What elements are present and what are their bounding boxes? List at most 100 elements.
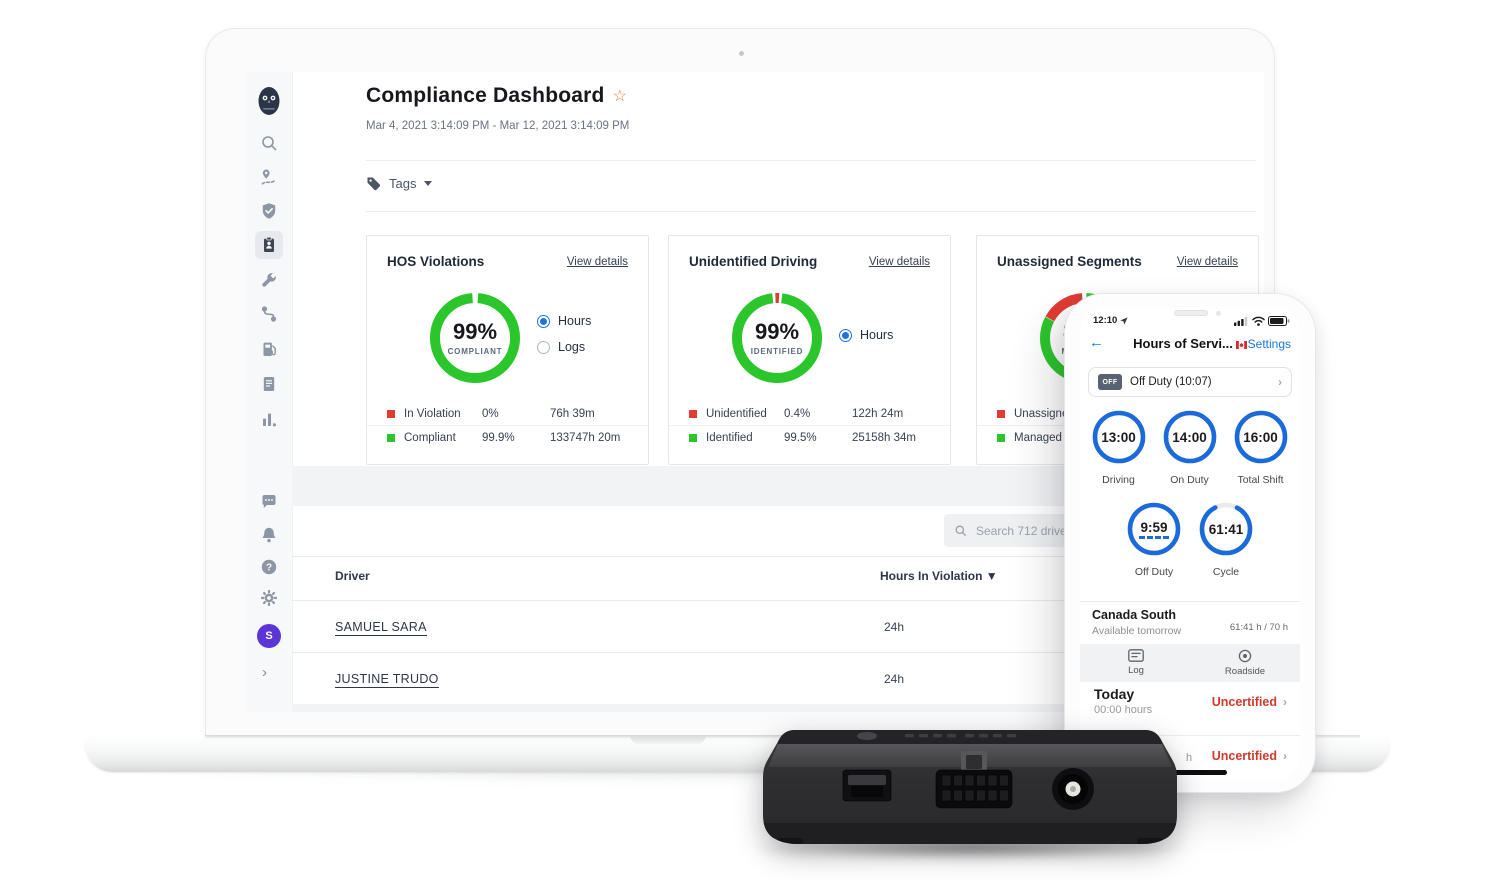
view-details-link[interactable]: View details (566, 256, 628, 268)
cycle-hours: 61:41 h / 70 h (1229, 622, 1288, 633)
location-arrow-icon (1120, 316, 1128, 325)
date-range[interactable]: Mar 4, 2021 3:14:09 PM - Mar 12, 2021 3:… (366, 120, 630, 132)
donut-percent: 99% (754, 318, 800, 344)
legend-row: Unidentified 0.4% 122h 24m (669, 402, 950, 425)
radio-icon[interactable] (537, 340, 550, 354)
route-pins-icon[interactable] (260, 305, 278, 323)
antenna-connector (1052, 768, 1094, 810)
phone-screen: 12:10 ← Hour (1080, 307, 1300, 781)
gauge-off-duty: 9:59 Off Duty (1118, 501, 1190, 578)
legend: In Violation 0% 76h 39m Compliant 99.9% … (367, 402, 648, 449)
legend-swatch-green (387, 433, 395, 442)
radio-hours[interactable]: Hours (839, 328, 893, 342)
legend-swatch-red (387, 409, 395, 418)
phone-page-title: Hours of Servi... (1080, 336, 1300, 351)
cycle-availability: Available tomorrow (1092, 625, 1182, 637)
log-icon (1128, 649, 1144, 662)
bell-icon[interactable] (260, 526, 278, 544)
card-title: HOS Violations (387, 254, 485, 269)
logs-document-icon[interactable] (260, 375, 278, 393)
laptop-lid-notch (630, 735, 706, 744)
table-divider (292, 652, 1264, 653)
webcam-icon (739, 51, 744, 56)
tab-log[interactable]: Log (1114, 649, 1158, 676)
radio-selected-icon[interactable] (537, 314, 550, 328)
wrench-icon[interactable] (260, 271, 278, 289)
search-icon (955, 525, 966, 536)
donut-chart-identified (732, 293, 822, 383)
help-icon[interactable]: ? (260, 558, 278, 576)
phone-camera-icon (1216, 311, 1221, 316)
settings-link[interactable]: Settings (1247, 337, 1291, 351)
canada-flag-icon (1235, 337, 1248, 352)
chevron-right-icon: › (1283, 749, 1287, 763)
legend-swatch-green (689, 433, 697, 442)
search-icon[interactable] (260, 134, 278, 152)
duty-status-button[interactable]: OFF Off Duty (10:07) › (1088, 367, 1292, 397)
table-row-hours: 24h (884, 620, 905, 634)
favorite-star-icon[interactable]: ☆ (612, 88, 628, 105)
tags-filter[interactable]: Tags (366, 176, 433, 191)
donut-chart-compliant (430, 293, 520, 383)
company-logo-icon[interactable] (257, 86, 281, 116)
log-row-today[interactable]: Today 00:00 hours Uncertified › (1094, 686, 1287, 716)
status-icons (1234, 316, 1290, 326)
legend-swatch-green (997, 433, 1005, 442)
divider (366, 160, 1256, 161)
connector-latch (961, 751, 987, 773)
legend: Unidentified 0.4% 122h 24m Identified 99… (669, 402, 950, 449)
status-uncertified: Uncertified (1211, 749, 1277, 763)
device-foot (777, 838, 803, 844)
legend-row: In Violation 0% 76h 39m (367, 402, 648, 425)
view-details-link[interactable]: View details (1176, 256, 1238, 268)
section-gap (292, 704, 1264, 712)
cycle-region: Canada South (1092, 608, 1177, 622)
gear-icon[interactable] (260, 589, 278, 607)
table-row-driver-link[interactable]: SAMUEL SARA (335, 620, 427, 636)
map-route-icon[interactable] (260, 168, 278, 186)
back-arrow-icon[interactable]: ← (1089, 334, 1104, 351)
donut-center: 99% IDENTIFIED (727, 288, 827, 388)
table-row-hours: 24h (884, 672, 905, 686)
shield-check-icon[interactable] (260, 202, 278, 220)
status-uncertified: Uncertified (1211, 695, 1277, 709)
radio-logs[interactable]: Logs (537, 340, 591, 354)
wifi-icon (1252, 316, 1265, 326)
tab-roadside[interactable]: Roadside (1220, 649, 1270, 677)
table-row-driver-link[interactable]: JUSTINE TRUDO (335, 672, 439, 688)
compliance-clipboard-icon[interactable] (260, 236, 278, 254)
sidebar-expand-icon[interactable]: › (262, 664, 267, 681)
status-time: 12:10 (1093, 315, 1128, 326)
chat-icon[interactable] (260, 493, 278, 511)
cellular-signal-icon (1234, 317, 1248, 326)
column-header-driver[interactable]: Driver (335, 569, 370, 583)
svg-text:?: ? (266, 562, 272, 573)
tags-label: Tags (389, 176, 417, 191)
gauge-on-duty: 14:00 On Duty (1154, 409, 1225, 486)
gauge-cycle: 61:41 Cycle (1190, 501, 1262, 578)
donut-percent: 99% (452, 318, 498, 344)
reports-chart-icon[interactable] (260, 410, 278, 428)
chevron-right-icon: › (1283, 695, 1287, 709)
tag-icon (367, 177, 380, 191)
radio-selected-icon[interactable] (839, 328, 852, 342)
card-hos-violations: HOS Violations View details 99% COMPLIAN… (366, 235, 649, 465)
sidebar: ? (246, 72, 293, 712)
donut-caption: COMPLIANT (447, 346, 503, 356)
legend-swatch-red (689, 409, 697, 418)
card-title: Unassigned Segments (997, 254, 1142, 269)
phone: 12:10 ← Hour (1064, 293, 1316, 793)
table-divider (292, 600, 1264, 601)
column-header-hours-sort[interactable]: Hours In Violation ▼ (880, 569, 998, 583)
user-avatar[interactable]: S (257, 624, 281, 648)
radio-hours[interactable]: Hours (537, 314, 591, 328)
divider (366, 211, 1256, 212)
chevron-right-icon: › (1278, 375, 1282, 389)
fuel-icon[interactable] (260, 340, 278, 358)
log-row-previous[interactable]: h Uncertified › (1080, 735, 1300, 780)
legend-row: Compliant 99.9% 133747h 20m (367, 425, 648, 449)
page-title: Compliance Dashboard ☆ (366, 84, 628, 107)
view-details-link[interactable]: View details (868, 256, 930, 268)
telematics-gateway-device (755, 727, 1185, 849)
usb-port (842, 769, 892, 802)
